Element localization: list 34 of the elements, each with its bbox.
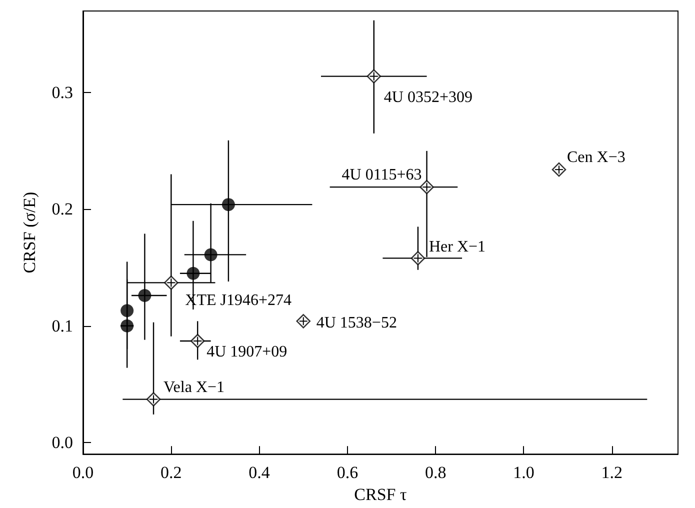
point	[138, 289, 152, 302]
point	[366, 69, 382, 84]
point	[410, 251, 426, 266]
point	[296, 314, 311, 328]
point	[552, 162, 566, 177]
annotation: 4U 0352+309	[384, 88, 472, 106]
y-tick-label: 0.0	[52, 432, 73, 452]
point	[420, 180, 434, 194]
y-tick-label: 0.1	[52, 316, 73, 336]
x-tick-label: 0.4	[248, 463, 270, 482]
annotation: 4U 0115+63	[342, 166, 422, 184]
x-tick-label: 1.0	[513, 463, 534, 482]
x-tick-label: 1.2	[601, 463, 623, 482]
point	[120, 319, 134, 332]
y-axis-title: CRSF (σ/E)	[20, 192, 39, 274]
y-tick-label: 0.2	[52, 200, 73, 219]
point	[186, 266, 200, 280]
annotation: Her X−1	[428, 238, 486, 256]
point	[120, 304, 134, 318]
x-tick-label: 0.6	[336, 463, 358, 482]
point	[190, 334, 205, 348]
point	[222, 198, 235, 212]
point	[164, 276, 178, 290]
annotation: 4U 1907+09	[206, 343, 288, 360]
annotation: 4U 1538−52	[316, 314, 397, 332]
annotation: Vela X−1	[164, 378, 225, 396]
point	[146, 392, 161, 406]
x-tick-label: 0.0	[72, 463, 94, 482]
point	[204, 248, 218, 262]
x-axis-title: CRSF τ	[354, 485, 407, 504]
y-tick-label: 0.3	[52, 83, 73, 102]
x-tick-label: 0.2	[160, 463, 182, 482]
annotation: Cen X−3	[567, 149, 626, 166]
x-tick-label: 0.8	[424, 463, 446, 482]
